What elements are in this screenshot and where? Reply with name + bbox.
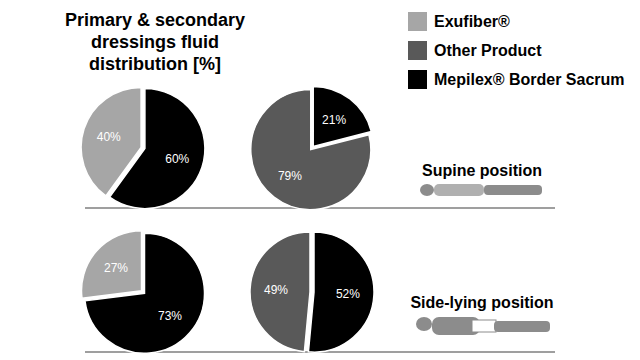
annotation: Side-lying position — [410, 294, 553, 311]
chart-canvas: 60% 40% 21% 79% Supine position 73% 27% 52% 49% S… — [0, 0, 640, 360]
data-label: 40% — [97, 130, 121, 144]
figure-legs — [484, 185, 542, 195]
data-labels: 73% 27% — [104, 261, 182, 323]
chart-title: Primary & secondarydressings fluiddistri… — [65, 10, 245, 74]
pie-slice — [81, 231, 141, 299]
page: {"chart_data": [ {"type": "pie", "title"… — [0, 0, 640, 360]
legend-swatch — [408, 70, 427, 89]
figure-hips — [472, 320, 496, 332]
data-label: 27% — [104, 261, 128, 275]
data-label: 60% — [165, 152, 189, 166]
figure-head — [420, 184, 434, 196]
data-label: 73% — [158, 309, 182, 323]
data-labels: 52% 49% — [264, 283, 360, 300]
pie-slice — [250, 232, 310, 352]
figure-torso — [434, 184, 484, 196]
legend-swatch — [408, 12, 427, 31]
figures — [416, 184, 550, 335]
data-label: 79% — [278, 169, 302, 183]
pie-slice — [81, 87, 141, 196]
title-line: distribution [%] — [89, 54, 221, 74]
legend-entry: Exufiber® — [434, 13, 510, 30]
data-labels: 21% 79% — [278, 113, 346, 184]
legend-entry: Mepilex® Border Sacrum — [434, 71, 625, 88]
title-line: Primary & secondary — [65, 10, 245, 30]
figure-head — [416, 317, 432, 331]
title-line: dressings fluid — [91, 32, 219, 52]
legend: Exufiber® Other Product Mepilex® Border Sa… — [408, 12, 625, 89]
legend-entry: Other Product — [434, 42, 542, 59]
pie-chart — [81, 87, 205, 208]
annotation: Supine position — [422, 162, 542, 179]
data-label: 49% — [264, 283, 288, 297]
data-labels: 60% 40% — [97, 130, 190, 166]
pie-slice — [251, 90, 371, 210]
pie-slice — [308, 232, 374, 352]
data-label: 52% — [336, 287, 360, 301]
legend-swatch — [408, 41, 427, 60]
figure-legs — [494, 321, 550, 332]
data-label: 21% — [322, 113, 346, 127]
pie-chart — [251, 86, 372, 209]
pie-chart — [81, 231, 204, 354]
pie-chart — [250, 232, 374, 352]
